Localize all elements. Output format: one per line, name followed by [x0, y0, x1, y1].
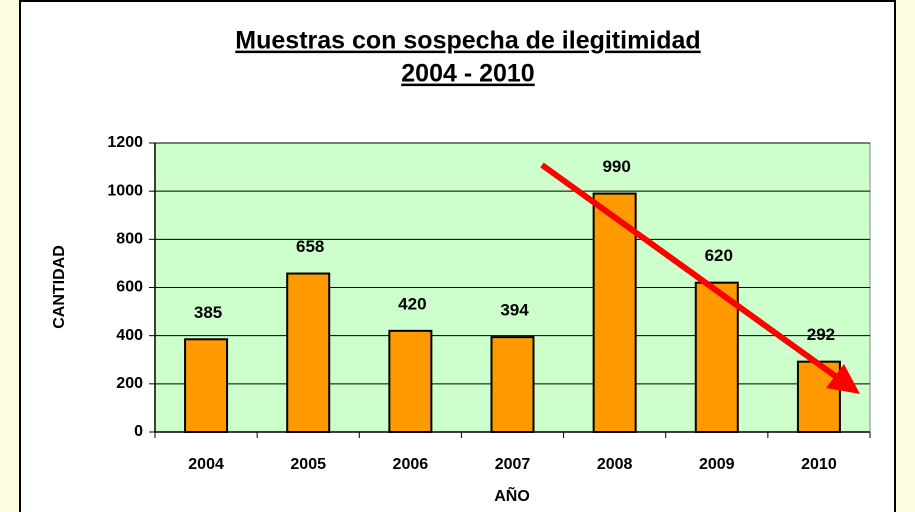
bar — [184, 338, 229, 434]
chart-subtitle: 2004 - 2010 — [401, 60, 534, 88]
bar — [388, 329, 433, 434]
bar — [490, 336, 535, 433]
y-tick-label: 1200 — [107, 134, 143, 151]
bar — [694, 281, 739, 433]
data-label: 292 — [807, 325, 835, 344]
x-tick-label: 2005 — [290, 456, 326, 473]
y-tick-label: 400 — [116, 327, 143, 344]
x-tick-label: 2008 — [597, 456, 633, 473]
x-axis-label: AÑO — [494, 485, 530, 505]
y-tick-label: 1000 — [107, 182, 143, 199]
chart-title: Muestras con sospecha de ilegitimidad — [235, 27, 700, 55]
data-label: 990 — [602, 157, 630, 176]
y-tick-label: 0 — [134, 423, 143, 440]
arrow-head — [826, 364, 860, 394]
bar — [286, 272, 331, 434]
y-tick-label: 800 — [116, 231, 143, 248]
data-label: 658 — [296, 237, 324, 256]
data-label: 394 — [500, 301, 529, 320]
x-tick-label: 2009 — [699, 456, 735, 473]
arrow-shaft — [540, 162, 847, 386]
data-label: 385 — [194, 303, 222, 322]
x-tick-label: 2007 — [495, 456, 531, 473]
x-tick-label: 2004 — [188, 456, 224, 473]
data-label: 420 — [398, 294, 426, 313]
y-axis-label: CANTIDAD — [51, 245, 68, 329]
marks: 0 200 400 600 800 1000 1200 2004 385 2005 658 2006 4… — [107, 134, 871, 473]
y-tick-label: 600 — [116, 279, 143, 296]
bar — [796, 360, 841, 433]
data-label: 620 — [705, 246, 733, 265]
bar — [592, 192, 637, 433]
y-tick-label: 200 — [116, 375, 143, 392]
x-tick-label: 2010 — [801, 456, 837, 473]
x-tick-label: 2006 — [393, 456, 429, 473]
trend-arrow — [540, 162, 860, 394]
